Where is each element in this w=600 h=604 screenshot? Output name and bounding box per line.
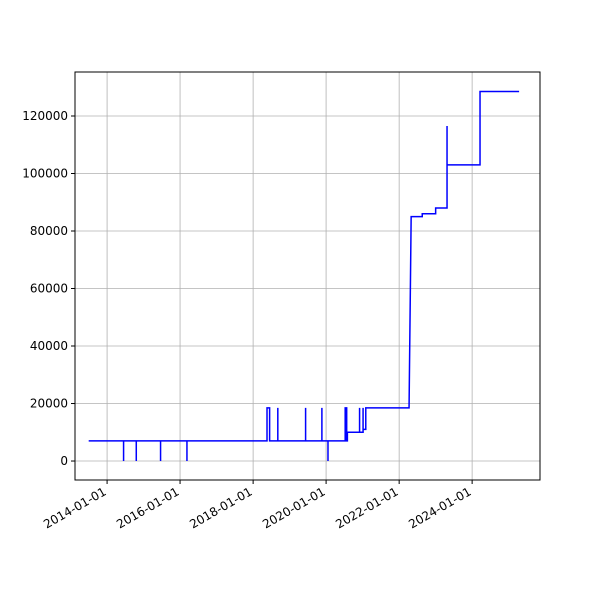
y-tick-label: 60000 — [30, 282, 68, 296]
y-tick-label: 80000 — [30, 224, 68, 238]
y-tick-label: 100000 — [22, 166, 68, 180]
data-line — [88, 90, 520, 462]
y-tick-label: 0 — [60, 454, 68, 468]
y-tick-label: 40000 — [30, 339, 68, 353]
plot-frame — [74, 71, 541, 481]
y-tick-label: 120000 — [22, 109, 68, 123]
y-tick-label: 20000 — [30, 397, 68, 411]
